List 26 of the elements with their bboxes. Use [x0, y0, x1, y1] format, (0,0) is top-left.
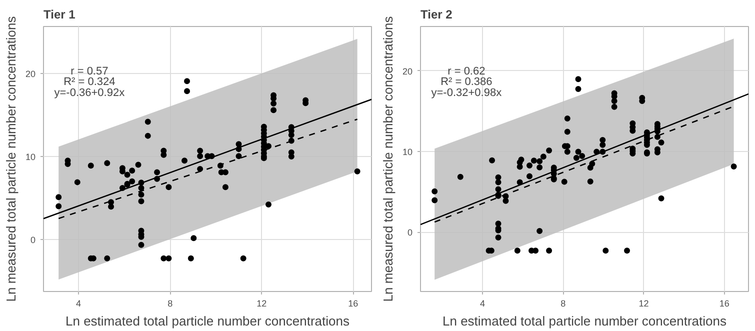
x-tick-label: 16: [719, 298, 730, 308]
x-axis-title: Ln estimated total particle number concentrations: [442, 314, 727, 328]
x-axis-title: Ln estimated total particle number concentrations: [66, 314, 350, 328]
x-tick-label: 4: [480, 298, 486, 308]
chart-title: Tier 1: [44, 8, 76, 22]
y-tick-label: 0: [407, 228, 413, 238]
y-tick-label: 10: [25, 152, 36, 162]
x-tick-label: 4: [76, 298, 82, 308]
y-tick-label: 20: [402, 66, 413, 76]
annotation: y=-0.32+0.98x: [431, 86, 502, 99]
chart-title: Tier 2: [420, 8, 453, 22]
y-axis-title: Ln measured total particle number concentrations: [3, 16, 18, 302]
annotation: r = 0.62: [448, 66, 486, 78]
y-tick-label: 20: [25, 69, 36, 80]
annotation: r = 0.57: [70, 66, 108, 78]
x-tick-label: 8: [168, 298, 173, 308]
annotation: y=-0.36+0.92x: [54, 86, 126, 99]
annotation: R² = 0.386: [440, 76, 492, 88]
y-tick-label: 10: [402, 147, 413, 158]
x-tick-label: 12: [638, 298, 649, 308]
y-axis-title: Ln measured total particle number concentrations: [380, 16, 396, 302]
y-tick-label: 0: [30, 234, 36, 245]
x-tick-label: 16: [348, 298, 358, 308]
x-tick-label: 12: [256, 298, 267, 308]
x-tick-label: 8: [560, 298, 566, 308]
annotation: R² = 0.324: [64, 76, 116, 88]
